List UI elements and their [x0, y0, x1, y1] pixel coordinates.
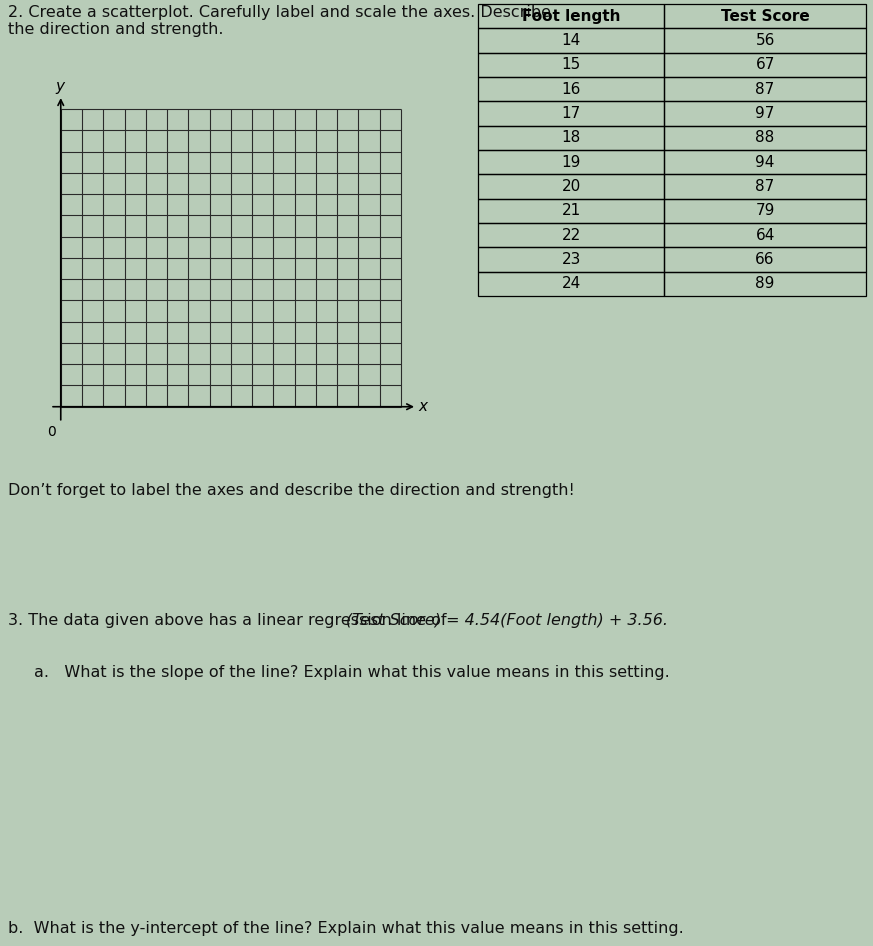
Text: 22: 22	[561, 228, 581, 243]
Text: 64: 64	[755, 228, 775, 243]
Bar	[478, 272, 664, 296]
Text: 94: 94	[755, 154, 775, 169]
Text: Don’t forget to label the axes and describe the direction and strength!: Don’t forget to label the axes and descr…	[8, 482, 574, 498]
Bar	[664, 223, 866, 247]
Text: a.   What is the slope of the line? Explain what this value means in this settin: a. What is the slope of the line? Explai…	[34, 664, 670, 679]
Bar	[664, 247, 866, 272]
Bar	[478, 77, 664, 101]
Text: y: y	[55, 79, 65, 94]
Text: 21: 21	[561, 203, 581, 219]
Text: (Test Score) = 4.54(Foot length) + 3.56.: (Test Score) = 4.54(Foot length) + 3.56.	[346, 612, 668, 627]
Bar	[664, 126, 866, 150]
Bar	[478, 126, 664, 150]
Text: x: x	[418, 399, 428, 414]
Bar	[478, 53, 664, 77]
Text: 14: 14	[561, 33, 581, 48]
Text: 66: 66	[755, 252, 775, 267]
Text: b.  What is the y-intercept of the line? Explain what this value means in this s: b. What is the y-intercept of the line? …	[8, 921, 684, 937]
Text: 89: 89	[755, 276, 775, 291]
Text: 3. The data given above has a linear regression line of: 3. The data given above has a linear reg…	[8, 612, 451, 627]
Bar	[664, 174, 866, 199]
Bar	[478, 247, 664, 272]
Text: 19: 19	[561, 154, 581, 169]
Bar	[478, 101, 664, 126]
Text: 18: 18	[561, 131, 581, 146]
Text: 24: 24	[561, 276, 581, 291]
Text: Foot length: Foot length	[522, 9, 621, 24]
Bar	[478, 174, 664, 199]
Text: 56: 56	[755, 33, 775, 48]
Bar	[478, 223, 664, 247]
Bar	[664, 53, 866, 77]
Bar	[478, 28, 664, 53]
Text: 87: 87	[755, 179, 774, 194]
Text: 79: 79	[755, 203, 775, 219]
Bar	[664, 77, 866, 101]
Text: 2. Create a scatterplot. Carefully label and scale the axes. Describe
the direct: 2. Create a scatterplot. Carefully label…	[8, 5, 551, 38]
Bar	[664, 199, 866, 223]
Text: 16: 16	[561, 81, 581, 96]
Bar	[664, 150, 866, 174]
Text: Test Score: Test Score	[721, 9, 809, 24]
Text: 67: 67	[755, 58, 775, 72]
Bar	[664, 272, 866, 296]
Bar	[478, 199, 664, 223]
Text: 97: 97	[755, 106, 775, 121]
Text: 15: 15	[561, 58, 581, 72]
Bar	[664, 28, 866, 53]
Bar	[478, 150, 664, 174]
Text: 23: 23	[561, 252, 581, 267]
Bar	[478, 4, 664, 28]
Text: 20: 20	[561, 179, 581, 194]
Text: 87: 87	[755, 81, 774, 96]
Text: 0: 0	[47, 425, 56, 439]
Text: 88: 88	[755, 131, 774, 146]
Text: 17: 17	[561, 106, 581, 121]
Bar	[664, 4, 866, 28]
Bar	[664, 101, 866, 126]
